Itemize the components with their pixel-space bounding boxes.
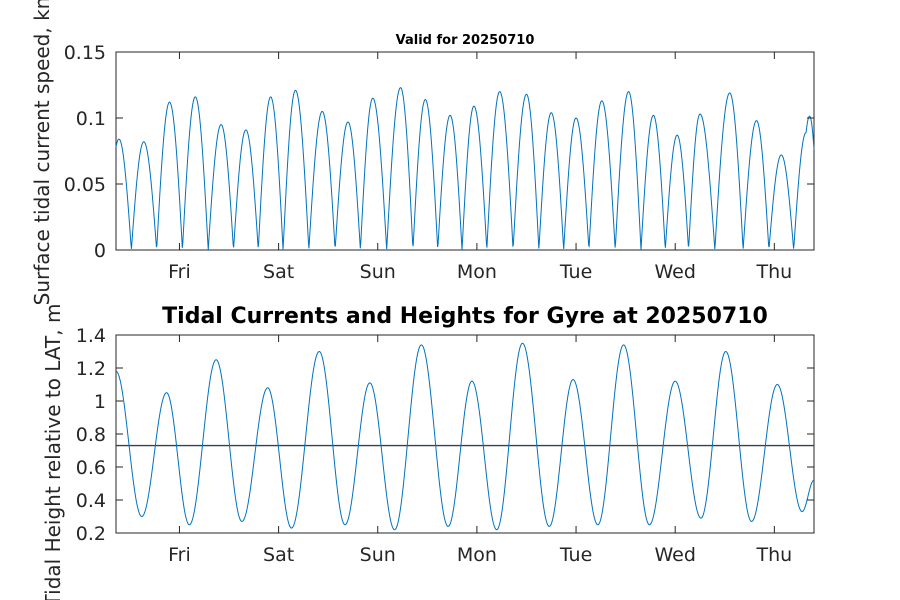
current-speed-y-tick-label: 0 bbox=[94, 240, 106, 262]
current-speed-x-tick-label: Sun bbox=[360, 261, 396, 283]
tidal-height-title: Tidal Currents and Heights for Gyre at 2… bbox=[162, 304, 768, 329]
current-speed-axes-box bbox=[115, 51, 815, 251]
tidal-height-x-tick-label: Sat bbox=[263, 544, 294, 566]
current-speed-x-tick-label: Sat bbox=[263, 261, 294, 283]
tidal-height-series-line bbox=[115, 342, 815, 531]
current-speed-x-tick-label: Mon bbox=[457, 261, 497, 283]
tidal-height-y-ticks: 0.2 0.4 0.6 0.8 1 1.2 1.4 bbox=[76, 325, 814, 545]
current-speed-y-tick-label: 0.05 bbox=[64, 174, 106, 196]
tidal-height-y-tick-label: 1 bbox=[94, 391, 106, 413]
tidal-height-x-ticks: Fri Sat Sun Mon Tue Wed Thu bbox=[168, 335, 792, 566]
tidal-height-y-tick-label: 0.6 bbox=[76, 457, 106, 479]
current-speed-x-tick-label: Fri bbox=[168, 261, 191, 283]
tidal-height-y-tick-label: 1.2 bbox=[76, 358, 106, 380]
current-speed-y-ticks: 0 0.05 0.1 0.15 bbox=[64, 42, 814, 262]
tidal-height-x-tick-label: Sun bbox=[360, 544, 396, 566]
tidal-height-y-axis-label: Tidal Height relative to LAT, m bbox=[41, 304, 65, 600]
current-speed-title: Valid for 20250710 bbox=[396, 33, 535, 48]
current-speed-x-ticks: Fri Sat Sun Mon Tue Wed Thu bbox=[168, 52, 792, 283]
current-speed-y-tick-label: 0.1 bbox=[76, 108, 106, 130]
tidal-height-chart: 0.2 0.4 0.6 0.8 1 1.2 1.4 Fri Sat Sun Mon Tue Wed Th… bbox=[41, 304, 815, 600]
current-speed-x-tick-label: Thu bbox=[755, 261, 792, 283]
tidal-height-y-tick-label: 0.8 bbox=[76, 424, 106, 446]
current-speed-y-tick-label: 0.15 bbox=[64, 42, 106, 64]
tidal-height-axes-box bbox=[115, 334, 815, 534]
tidal-height-y-tick-label: 1.4 bbox=[76, 325, 106, 347]
tidal-height-x-tick-label: Fri bbox=[168, 544, 191, 566]
current-speed-y-axis-label: Surface tidal current speed, kn bbox=[30, 0, 54, 305]
current-speed-x-tick-label: Wed bbox=[654, 261, 695, 283]
current-speed-series-line bbox=[115, 87, 815, 250]
tidal-height-x-tick-label: Wed bbox=[654, 544, 695, 566]
tidal-height-x-tick-label: Thu bbox=[755, 544, 792, 566]
tidal-height-x-tick-label: Mon bbox=[457, 544, 497, 566]
current-speed-x-tick-label: Tue bbox=[559, 261, 592, 283]
current-speed-chart: 0 0.05 0.1 0.15 Fri Sat Sun Mon Tue Wed Thu Valid… bbox=[30, 0, 815, 305]
tidal-height-x-tick-label: Tue bbox=[559, 544, 592, 566]
tidal-height-y-tick-label: 0.2 bbox=[76, 523, 106, 545]
tidal-height-y-tick-label: 0.4 bbox=[76, 490, 106, 512]
